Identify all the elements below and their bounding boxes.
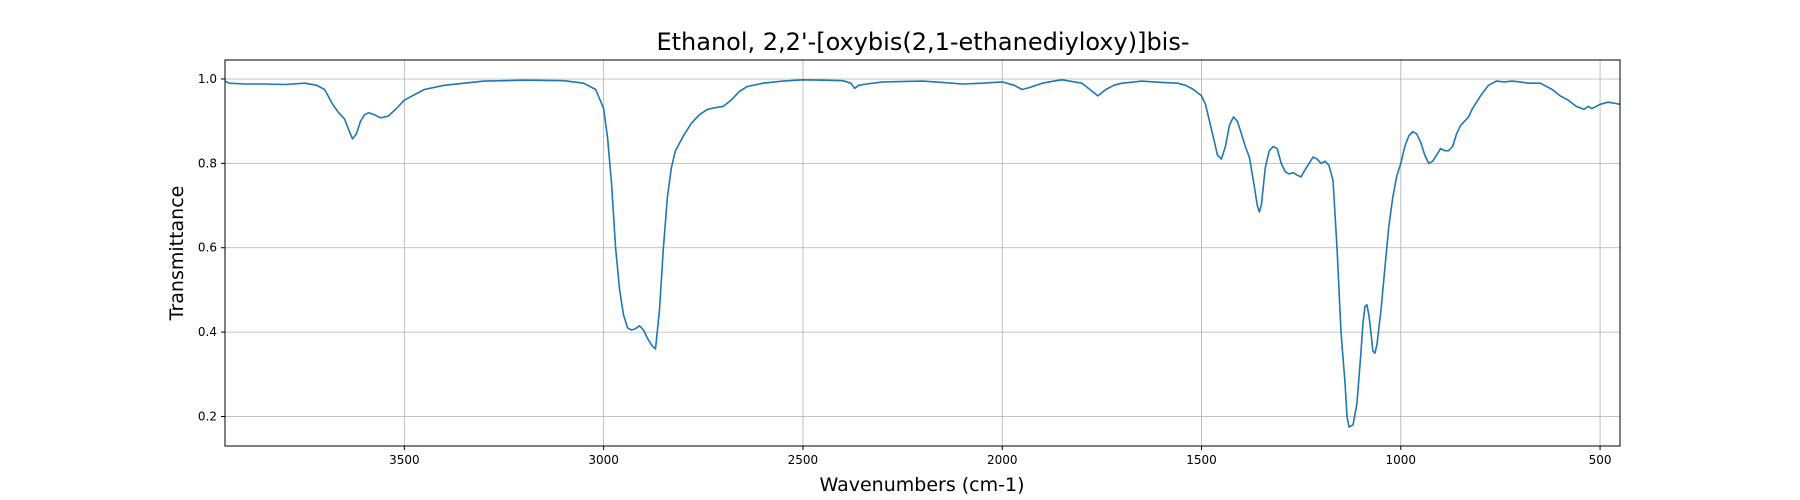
x-axis-title: Wavenumbers (cm-1): [820, 474, 1025, 496]
y-tick-label: 1.0: [198, 72, 217, 86]
plot-frame: [224, 59, 1621, 447]
grid-lines: [225, 60, 1620, 446]
y-axis-title: Transmittance: [166, 186, 188, 322]
x-tick-label: 1500: [1186, 453, 1217, 467]
spectrum-line-layer: [224, 79, 1621, 428]
x-tick-label: 500: [1589, 453, 1612, 467]
x-tick-label: 2000: [987, 453, 1018, 467]
x-tick-label: 2500: [788, 453, 819, 467]
y-tick-label: 0.6: [198, 241, 217, 255]
spectrum-line: [224, 79, 1621, 428]
axis-ticks: 3500 3000 2500 2000 1500 1000 500 0.2 0.4 0.6 0.8 1…: [198, 72, 1612, 467]
x-tick-label: 3500: [389, 453, 420, 467]
y-tick-label: 0.2: [198, 409, 217, 423]
y-tick-label: 0.4: [198, 325, 217, 339]
x-tick-label: 1000: [1386, 453, 1417, 467]
y-tick-label: 0.8: [198, 156, 217, 170]
chart-title: Ethanol, 2,2'-[oxybis(2,1-ethanediyloxy)…: [656, 28, 1189, 56]
x-tick-label: 3000: [588, 453, 619, 467]
